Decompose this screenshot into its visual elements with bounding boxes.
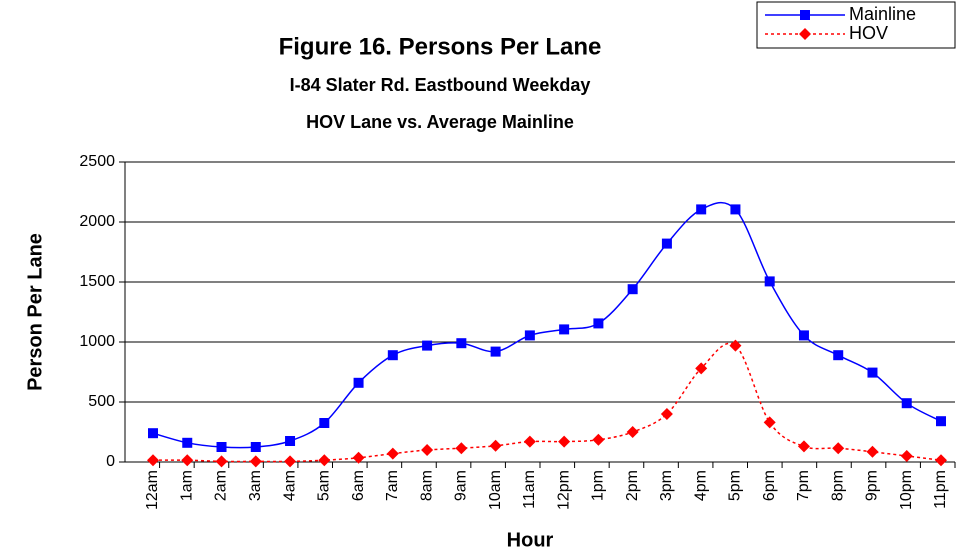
x-tick-label: 2am [213, 470, 230, 501]
marker [832, 442, 845, 455]
x-tick-label: 8pm [829, 470, 846, 501]
marker [866, 445, 879, 458]
marker [696, 204, 707, 215]
marker [490, 346, 501, 357]
y-tick-label: 500 [88, 393, 115, 410]
x-tick-label: 9am [453, 470, 470, 501]
series-line [152, 201, 942, 449]
marker [558, 435, 571, 448]
chart-title: Figure 16. Persons Per Lane [279, 33, 602, 60]
x-tick-label: 11pm [932, 470, 949, 509]
marker [422, 340, 433, 351]
marker [318, 454, 331, 467]
y-tick-label: 1000 [79, 333, 115, 350]
chart-subtitle: HOV Lane vs. Average Mainline [306, 112, 574, 132]
y-tick-label: 1500 [79, 273, 115, 290]
marker [661, 238, 672, 249]
x-tick-label: 8am [418, 470, 435, 501]
marker [799, 28, 811, 40]
x-tick-label: 3am [247, 470, 264, 501]
marker [660, 408, 673, 420]
marker [284, 455, 297, 468]
x-tick-label: 3pm [658, 470, 675, 501]
marker [730, 204, 741, 215]
marker [901, 398, 912, 409]
marker [798, 330, 809, 341]
marker [421, 444, 434, 456]
marker [936, 416, 946, 427]
x-tick-label: 6am [350, 470, 367, 501]
marker [387, 350, 398, 361]
x-tick-label: 6pm [761, 470, 778, 501]
marker [833, 350, 844, 361]
marker [455, 442, 468, 455]
x-tick-label: 4pm [692, 470, 709, 501]
marker [215, 455, 228, 468]
marker [216, 442, 227, 452]
x-tick-label: 2pm [624, 470, 641, 501]
chart-subtitle: I-84 Slater Rd. Eastbound Weekday [290, 75, 591, 95]
marker [867, 367, 878, 378]
marker [352, 451, 365, 464]
x-tick-label: 4am [281, 470, 298, 501]
x-tick-label: 11am [521, 470, 538, 509]
marker [148, 428, 158, 439]
x-tick-label: 10am [487, 470, 504, 510]
x-tick-label: 5am [316, 470, 333, 501]
legend-label: Mainline [849, 4, 916, 24]
marker [627, 284, 638, 295]
marker [764, 276, 775, 287]
marker [592, 433, 605, 446]
marker [593, 318, 604, 329]
x-tick-label: 12pm [555, 470, 572, 510]
x-tick-label: 7am [384, 470, 401, 501]
marker [935, 454, 947, 467]
marker [626, 426, 639, 438]
x-tick-label: 5pm [727, 470, 744, 501]
x-tick-label: 12am [144, 470, 161, 510]
marker [695, 362, 708, 375]
marker [559, 324, 570, 335]
marker [900, 450, 913, 462]
marker [386, 447, 399, 460]
marker [182, 437, 193, 448]
y-tick-label: 2000 [79, 213, 115, 230]
marker [797, 440, 810, 453]
marker [249, 455, 262, 468]
marker [285, 436, 296, 446]
y-tick-label: 2500 [79, 153, 115, 170]
marker [524, 330, 535, 341]
marker [729, 339, 742, 352]
marker [319, 418, 330, 428]
x-tick-label: 9pm [864, 470, 881, 501]
legend-box [756, 1, 956, 49]
marker [147, 454, 159, 467]
marker [763, 416, 776, 429]
marker [456, 338, 467, 349]
marker [800, 10, 810, 20]
x-tick-label: 1pm [590, 470, 607, 501]
x-tick-label: 7pm [795, 470, 812, 501]
marker [181, 454, 194, 467]
legend-label: HOV [849, 23, 888, 43]
marker [489, 439, 502, 452]
x-tick-label: 1am [178, 470, 195, 501]
x-tick-label: 10pm [898, 470, 915, 510]
x-axis-label: Hour [507, 529, 554, 551]
y-tick-label: 0 [106, 453, 115, 470]
marker [250, 442, 261, 452]
y-axis-label: Person Per Lane [24, 233, 46, 391]
marker [353, 377, 364, 388]
marker [523, 435, 536, 448]
